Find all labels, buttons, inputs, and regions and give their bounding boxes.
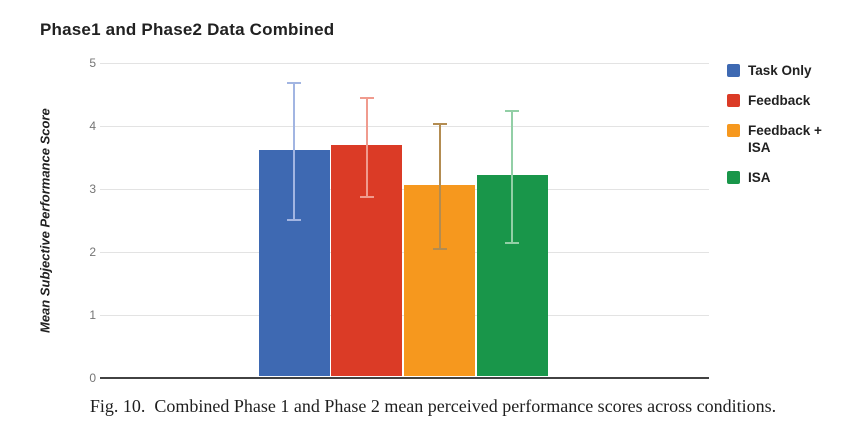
gridline (100, 126, 709, 127)
y-tick-label: 1 (89, 308, 96, 322)
error-bar (359, 97, 374, 198)
legend-swatch-icon (727, 94, 740, 107)
legend-label: Feedback + ISA (748, 123, 822, 155)
error-bar-stem (511, 110, 514, 245)
error-bar (432, 123, 447, 251)
y-tick-label: 2 (89, 245, 96, 259)
legend-item-task-only: Task Only (727, 62, 857, 79)
legend-item-isa: ISA (727, 169, 857, 186)
y-tick-label: 5 (89, 56, 96, 70)
plot-area (100, 63, 709, 379)
x-axis-baseline (100, 377, 709, 379)
legend-item-feedback-isa: Feedback + ISA (727, 122, 857, 156)
legend-item-feedback: Feedback (727, 92, 857, 109)
y-tick-label: 4 (89, 119, 96, 133)
legend-swatch-icon (727, 171, 740, 184)
error-bar-stem (365, 97, 368, 198)
error-bar-cap-bottom (359, 195, 374, 198)
error-bar-cap-bottom (432, 248, 447, 251)
legend-swatch-icon (727, 64, 740, 77)
error-bar-cap-bottom (287, 219, 301, 222)
error-bar-cap-bottom (505, 242, 520, 245)
y-axis-title: Mean Subjective Performance Score (37, 108, 53, 333)
gridline (100, 63, 709, 64)
legend-label: Task Only (748, 63, 812, 78)
y-tick-label: 0 (89, 371, 96, 385)
error-bar (505, 110, 520, 245)
chart-title: Phase1 and Phase2 Data Combined (40, 20, 335, 39)
legend-label: ISA (748, 170, 771, 185)
error-bar-stem (293, 81, 295, 222)
y-tick-label: 3 (89, 182, 96, 196)
legend-label: Feedback (748, 93, 811, 108)
error-bar-stem (438, 123, 441, 251)
legend: Task Only Feedback Feedback + ISA ISA (727, 62, 857, 199)
legend-swatch-icon (727, 124, 740, 137)
error-bar (287, 81, 301, 222)
figure-caption: Fig. 10. Combined Phase 1 and Phase 2 me… (89, 396, 777, 416)
